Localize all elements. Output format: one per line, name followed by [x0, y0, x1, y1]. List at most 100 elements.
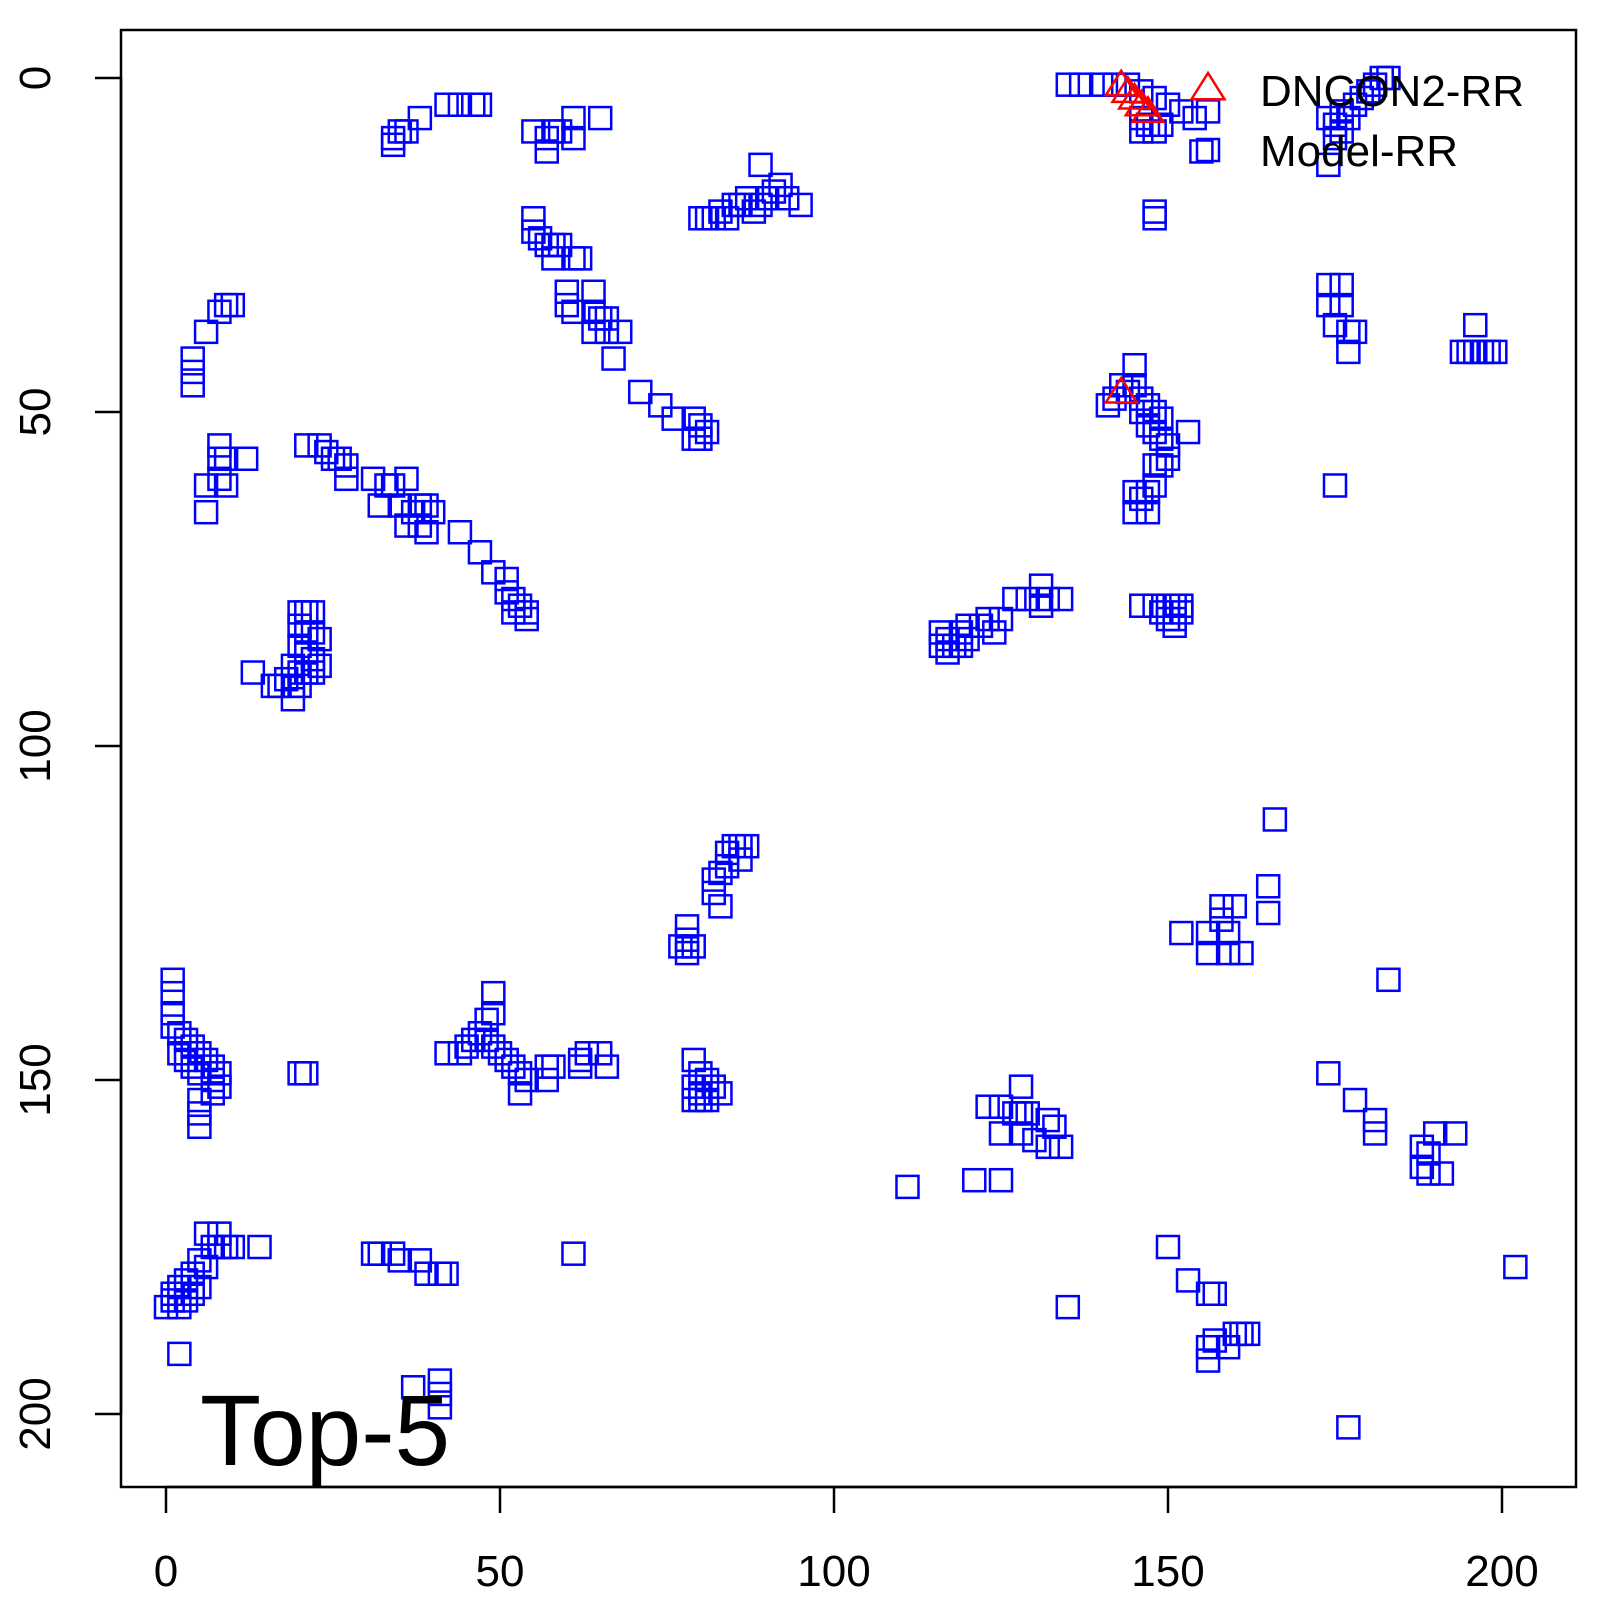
point-model-rr — [534, 125, 560, 151]
point-model-rr — [173, 1288, 199, 1313]
point-model-rr — [1322, 473, 1348, 498]
point-model-rr — [714, 840, 740, 866]
point-model-rr — [587, 105, 613, 131]
point-model-rr — [714, 853, 740, 879]
point-model-rr — [314, 439, 339, 465]
point-model-rr — [541, 246, 566, 271]
point-model-rr — [1342, 1087, 1368, 1113]
point-model-rr — [1195, 920, 1221, 946]
point-model-rr — [681, 934, 706, 959]
point-model-rr — [1316, 152, 1341, 178]
point-model-rr — [674, 914, 700, 939]
x-tick-label: 50 — [476, 1547, 525, 1596]
point-model-rr — [1376, 967, 1401, 993]
point-model-rr — [207, 433, 232, 458]
point-model-rr — [207, 1074, 232, 1099]
point-model-rr — [1336, 1415, 1361, 1440]
point-model-rr — [601, 346, 626, 371]
point-model-rr — [1349, 85, 1374, 111]
point-dncon2-rr — [1103, 68, 1139, 97]
point-model-rr — [674, 927, 700, 952]
point-model-rr — [307, 653, 332, 679]
point-model-rr — [300, 620, 326, 645]
point-model-rr — [187, 1274, 212, 1300]
point-model-rr — [360, 466, 386, 492]
point-model-rr — [193, 473, 219, 498]
legend-item-dncon2-rr: DNCON2-RR — [1189, 67, 1524, 116]
point-model-rr — [534, 1067, 560, 1093]
point-model-rr — [541, 1054, 566, 1079]
point-model-rr — [1149, 426, 1174, 451]
point-model-rr — [1262, 807, 1288, 832]
point-model-rr — [294, 640, 319, 665]
point-model-rr — [988, 1121, 1014, 1146]
point-model-rr — [180, 359, 205, 385]
plot-points — [153, 65, 1528, 1440]
point-model-rr — [1316, 292, 1341, 318]
point-model-rr — [294, 1061, 319, 1086]
point-model-rr — [167, 1020, 192, 1046]
point-model-rr — [774, 185, 800, 211]
point-model-rr — [501, 586, 526, 612]
point-model-rr — [1002, 586, 1027, 612]
point-model-rr — [207, 1221, 232, 1246]
point-model-rr — [1362, 1107, 1388, 1133]
point-model-rr — [180, 346, 205, 371]
point-model-rr — [247, 1234, 272, 1260]
point-model-rr — [681, 406, 706, 431]
point-model-rr — [521, 119, 546, 144]
point-model-rr — [1095, 393, 1121, 418]
point-model-rr — [1255, 900, 1281, 926]
point-model-rr — [307, 433, 332, 458]
point-model-rr — [521, 206, 546, 231]
point-model-rr — [1202, 1281, 1228, 1307]
plot-frame — [119, 28, 1578, 1489]
point-model-rr — [507, 1061, 533, 1086]
point-model-rr — [220, 292, 246, 318]
point-model-rr — [748, 192, 773, 218]
point-model-rr — [427, 1381, 453, 1407]
point-model-rr — [581, 319, 606, 345]
point-model-rr — [521, 219, 546, 244]
point-model-rr — [407, 513, 433, 538]
point-model-rr — [1416, 1161, 1441, 1186]
point-model-rr — [988, 1167, 1014, 1193]
point-model-rr — [467, 92, 493, 117]
point-model-rr — [1195, 1348, 1221, 1373]
point-model-rr — [1356, 79, 1381, 104]
point-model-rr — [1122, 499, 1147, 525]
point-model-rr — [728, 847, 753, 872]
point-model-rr — [1416, 1141, 1441, 1166]
point-model-rr — [935, 626, 960, 652]
point-model-rr — [1342, 92, 1368, 117]
point-model-rr — [427, 1395, 453, 1420]
point-model-rr — [200, 1067, 226, 1093]
point-model-rr — [734, 185, 760, 211]
point-model-rr — [688, 1061, 713, 1086]
point-model-rr — [187, 1087, 212, 1113]
point-model-rr — [1142, 399, 1167, 425]
point-model-rr — [955, 613, 980, 639]
point-model-rr — [1055, 1294, 1081, 1320]
x-tick-label: 0 — [154, 1547, 178, 1596]
point-model-rr — [708, 1081, 733, 1106]
point-model-rr — [1255, 874, 1281, 899]
point-model-rr — [547, 232, 573, 258]
point-model-rr — [1149, 112, 1174, 138]
point-model-rr — [300, 660, 326, 685]
point-model-rr — [1483, 339, 1508, 365]
point-model-rr — [928, 620, 954, 645]
legend-item-model-rr: Model-RR — [1195, 127, 1458, 176]
point-model-rr — [554, 292, 580, 318]
point-model-rr — [581, 279, 606, 305]
point-model-rr — [193, 1047, 219, 1073]
point-model-rr — [1215, 1334, 1241, 1360]
point-model-rr — [461, 1027, 486, 1053]
point-model-rr — [561, 299, 586, 325]
point-model-rr — [935, 640, 960, 665]
legend: DNCON2-RR Model-RR — [1189, 67, 1524, 176]
point-model-rr — [481, 560, 506, 585]
point-model-rr — [674, 940, 700, 966]
point-model-rr — [200, 1081, 226, 1106]
point-model-rr — [1316, 272, 1341, 298]
